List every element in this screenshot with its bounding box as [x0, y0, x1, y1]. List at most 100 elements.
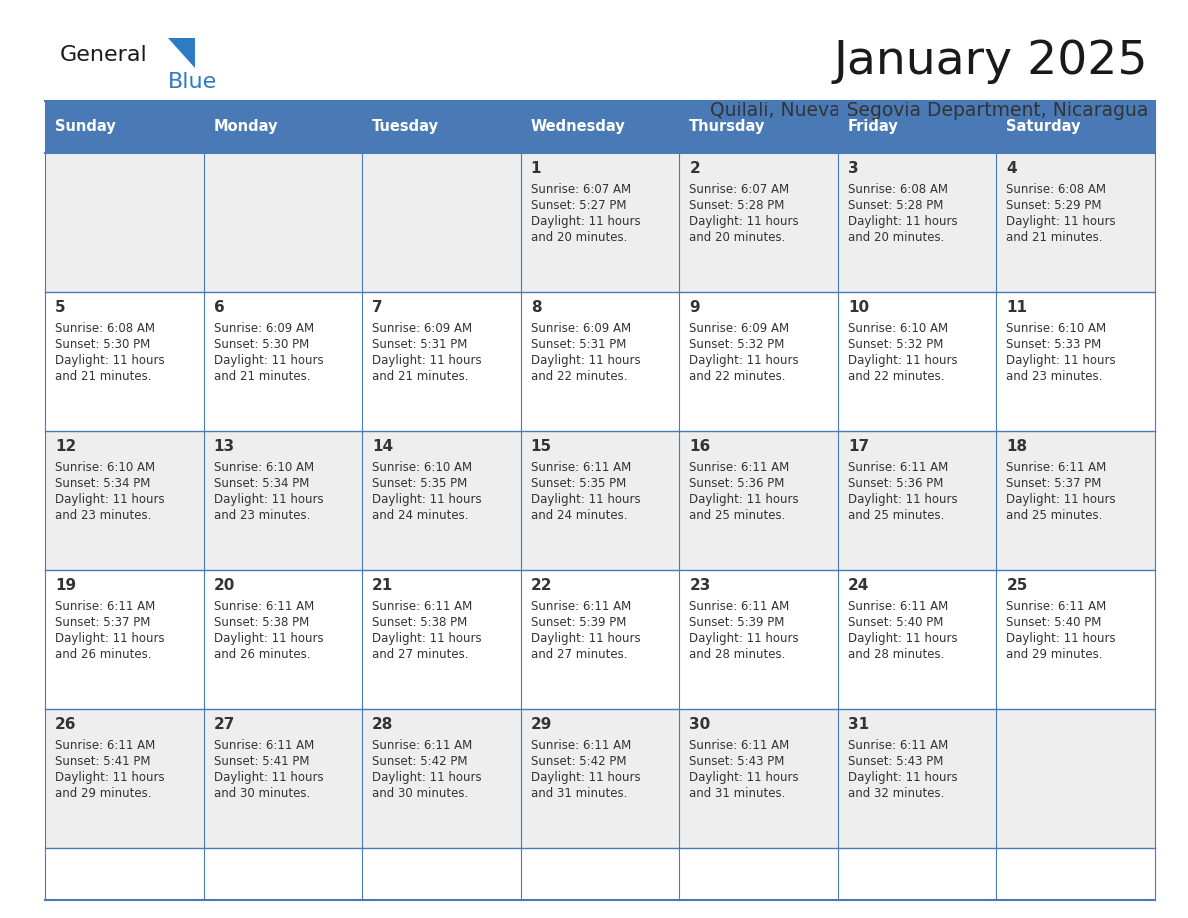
Text: Sunrise: 6:11 AM: Sunrise: 6:11 AM [531, 600, 631, 613]
Bar [520, 292, 680, 431]
Text: Sunrise: 6:11 AM: Sunrise: 6:11 AM [531, 739, 631, 752]
Bar [362, 431, 520, 570]
Text: Daylight: 11 hours: Daylight: 11 hours [848, 354, 958, 367]
Text: Sunday: Sunday [55, 119, 115, 135]
Text: Sunrise: 6:11 AM: Sunrise: 6:11 AM [531, 461, 631, 474]
Text: January 2025: January 2025 [834, 39, 1148, 84]
Bar [203, 292, 362, 431]
Text: Sunrise: 6:08 AM: Sunrise: 6:08 AM [55, 322, 154, 335]
Text: Daylight: 11 hours: Daylight: 11 hours [55, 632, 165, 645]
Bar [203, 709, 362, 848]
Text: 13: 13 [214, 439, 235, 454]
Text: Sunrise: 6:10 AM: Sunrise: 6:10 AM [55, 461, 156, 474]
Text: Daylight: 11 hours: Daylight: 11 hours [1006, 493, 1116, 506]
Polygon shape [168, 38, 195, 68]
Text: Blue: Blue [168, 72, 217, 92]
Text: Daylight: 11 hours: Daylight: 11 hours [689, 771, 798, 784]
Text: and 30 minutes.: and 30 minutes. [214, 787, 310, 800]
Text: Sunrise: 6:08 AM: Sunrise: 6:08 AM [848, 183, 948, 196]
Text: 25: 25 [1006, 578, 1028, 593]
Text: Sunset: 5:43 PM: Sunset: 5:43 PM [689, 755, 784, 768]
Bar [997, 570, 1155, 709]
Bar [362, 570, 520, 709]
Text: and 25 minutes.: and 25 minutes. [689, 509, 785, 522]
Text: 26: 26 [55, 717, 76, 732]
Text: and 31 minutes.: and 31 minutes. [689, 787, 785, 800]
Text: and 21 minutes.: and 21 minutes. [1006, 231, 1102, 244]
Text: Monday: Monday [214, 119, 278, 135]
Text: Sunset: 5:40 PM: Sunset: 5:40 PM [1006, 616, 1101, 629]
Text: Sunset: 5:34 PM: Sunset: 5:34 PM [214, 477, 309, 490]
Text: Sunset: 5:32 PM: Sunset: 5:32 PM [848, 338, 943, 351]
Bar [680, 709, 838, 848]
Bar [997, 709, 1155, 848]
Text: Daylight: 11 hours: Daylight: 11 hours [372, 771, 482, 784]
Text: Daylight: 11 hours: Daylight: 11 hours [848, 215, 958, 228]
Text: 16: 16 [689, 439, 710, 454]
Bar [997, 292, 1155, 431]
Bar [203, 153, 362, 292]
Bar [203, 431, 362, 570]
Bar [680, 570, 838, 709]
Text: 11: 11 [1006, 300, 1028, 315]
Text: Sunrise: 6:11 AM: Sunrise: 6:11 AM [372, 739, 473, 752]
Text: Daylight: 11 hours: Daylight: 11 hours [372, 354, 482, 367]
Text: 1: 1 [531, 161, 542, 176]
Text: Sunrise: 6:07 AM: Sunrise: 6:07 AM [689, 183, 789, 196]
Text: Sunrise: 6:11 AM: Sunrise: 6:11 AM [55, 739, 156, 752]
Text: General: General [61, 45, 147, 65]
Text: 2: 2 [689, 161, 700, 176]
Text: 30: 30 [689, 717, 710, 732]
Text: Sunrise: 6:10 AM: Sunrise: 6:10 AM [214, 461, 314, 474]
Text: Sunrise: 6:09 AM: Sunrise: 6:09 AM [531, 322, 631, 335]
Text: Sunrise: 6:11 AM: Sunrise: 6:11 AM [689, 600, 790, 613]
Text: Sunset: 5:31 PM: Sunset: 5:31 PM [531, 338, 626, 351]
Text: and 25 minutes.: and 25 minutes. [1006, 509, 1102, 522]
Bar [362, 101, 520, 153]
Text: Sunrise: 6:11 AM: Sunrise: 6:11 AM [1006, 461, 1107, 474]
Bar [45, 709, 203, 848]
Text: and 20 minutes.: and 20 minutes. [689, 231, 785, 244]
Text: Sunrise: 6:10 AM: Sunrise: 6:10 AM [848, 322, 948, 335]
Bar [520, 431, 680, 570]
Bar [520, 153, 680, 292]
Text: 6: 6 [214, 300, 225, 315]
Text: and 22 minutes.: and 22 minutes. [531, 370, 627, 383]
Text: Wednesday: Wednesday [531, 119, 625, 135]
Text: Daylight: 11 hours: Daylight: 11 hours [531, 493, 640, 506]
Text: Sunrise: 6:09 AM: Sunrise: 6:09 AM [214, 322, 314, 335]
Text: Daylight: 11 hours: Daylight: 11 hours [531, 632, 640, 645]
Text: and 22 minutes.: and 22 minutes. [848, 370, 944, 383]
Bar [838, 709, 997, 848]
Text: Sunset: 5:35 PM: Sunset: 5:35 PM [372, 477, 467, 490]
Bar [362, 709, 520, 848]
Text: and 23 minutes.: and 23 minutes. [1006, 370, 1102, 383]
Bar [45, 292, 203, 431]
Text: Daylight: 11 hours: Daylight: 11 hours [848, 771, 958, 784]
Text: 31: 31 [848, 717, 868, 732]
Text: Thursday: Thursday [689, 119, 765, 135]
Text: 15: 15 [531, 439, 552, 454]
Text: and 20 minutes.: and 20 minutes. [531, 231, 627, 244]
Text: 21: 21 [372, 578, 393, 593]
Text: Sunset: 5:38 PM: Sunset: 5:38 PM [214, 616, 309, 629]
Text: 8: 8 [531, 300, 542, 315]
Text: Daylight: 11 hours: Daylight: 11 hours [531, 215, 640, 228]
Text: Sunrise: 6:11 AM: Sunrise: 6:11 AM [848, 739, 948, 752]
Text: Daylight: 11 hours: Daylight: 11 hours [214, 632, 323, 645]
Text: and 22 minutes.: and 22 minutes. [689, 370, 785, 383]
Text: and 27 minutes.: and 27 minutes. [531, 648, 627, 661]
Text: 9: 9 [689, 300, 700, 315]
Text: 20: 20 [214, 578, 235, 593]
Text: Sunrise: 6:11 AM: Sunrise: 6:11 AM [55, 600, 156, 613]
Text: and 29 minutes.: and 29 minutes. [55, 787, 152, 800]
Text: Sunset: 5:37 PM: Sunset: 5:37 PM [55, 616, 151, 629]
Text: and 29 minutes.: and 29 minutes. [1006, 648, 1102, 661]
Text: Daylight: 11 hours: Daylight: 11 hours [372, 493, 482, 506]
Text: 14: 14 [372, 439, 393, 454]
Text: and 28 minutes.: and 28 minutes. [689, 648, 785, 661]
Text: Sunrise: 6:10 AM: Sunrise: 6:10 AM [1006, 322, 1106, 335]
Bar [203, 101, 362, 153]
Text: and 24 minutes.: and 24 minutes. [372, 509, 468, 522]
Text: 5: 5 [55, 300, 65, 315]
